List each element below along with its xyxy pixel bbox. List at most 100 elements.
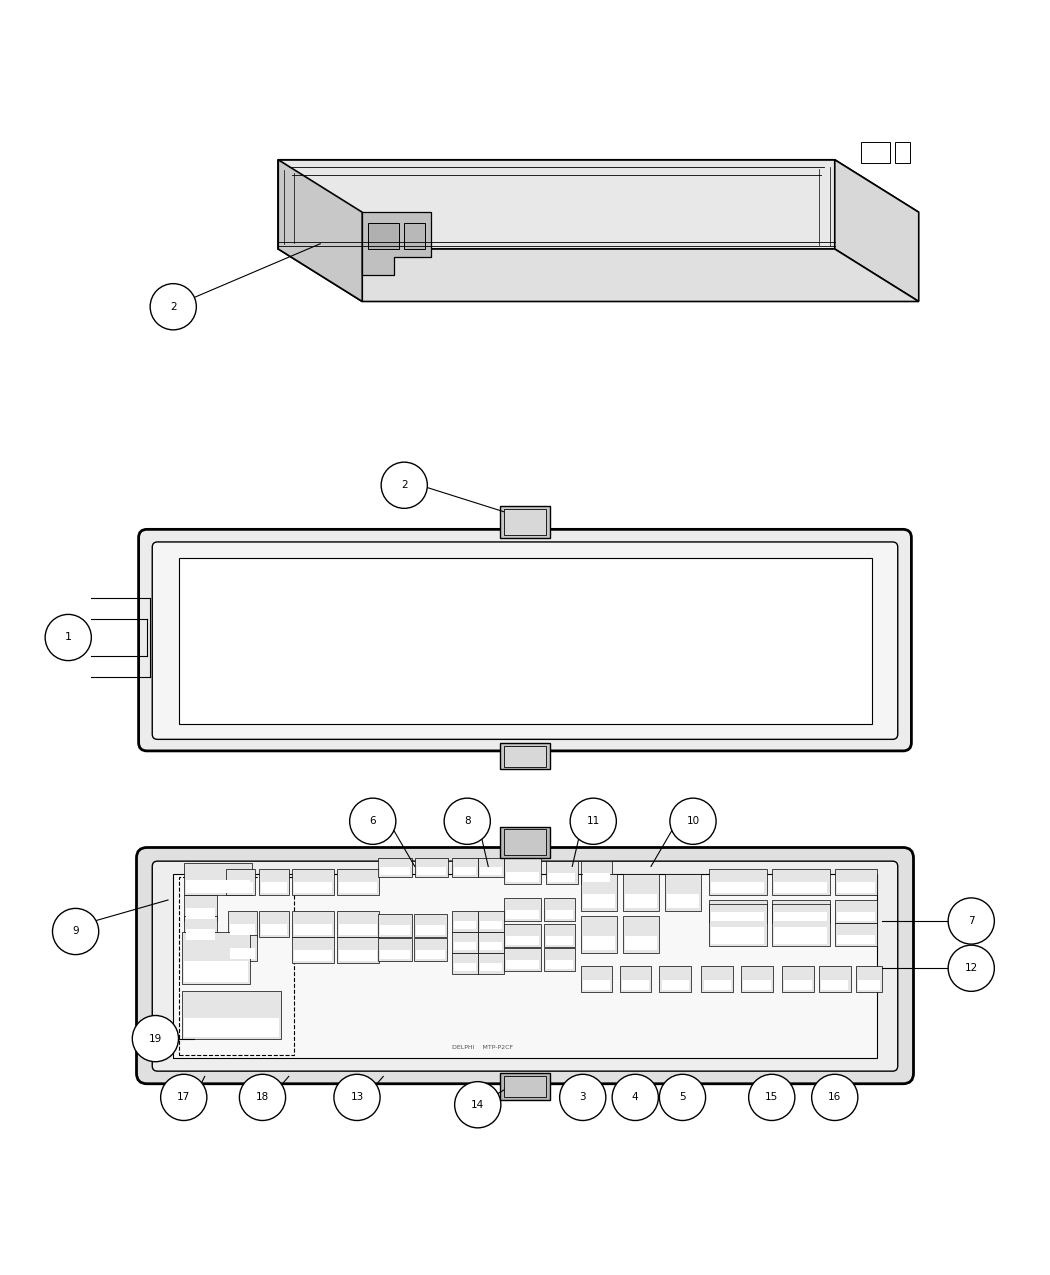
Text: 19: 19 [149, 1034, 162, 1044]
Bar [837, 882, 875, 892]
Bar [782, 966, 814, 992]
Circle shape [161, 1075, 207, 1121]
Circle shape [350, 798, 396, 844]
Bar [294, 882, 332, 892]
Circle shape [612, 1075, 658, 1121]
Bar [230, 924, 255, 935]
Bar [261, 924, 287, 935]
Bar [173, 873, 877, 1057]
Bar [368, 223, 399, 249]
Bar [378, 938, 412, 961]
Bar [506, 960, 539, 969]
Circle shape [239, 1075, 286, 1121]
Polygon shape [278, 159, 362, 301]
Bar [416, 950, 445, 959]
Bar [228, 882, 253, 892]
Circle shape [749, 1075, 795, 1121]
Bar [500, 826, 550, 858]
Circle shape [45, 615, 91, 660]
Polygon shape [278, 159, 835, 249]
Bar [480, 867, 502, 875]
Text: 10: 10 [687, 816, 699, 826]
Bar [454, 867, 476, 875]
Text: 2: 2 [401, 481, 407, 491]
Bar [623, 873, 659, 910]
Bar [895, 142, 910, 163]
Bar [856, 966, 882, 992]
Bar [701, 966, 733, 992]
FancyBboxPatch shape [152, 861, 898, 1071]
Bar [662, 979, 689, 991]
Bar [835, 923, 877, 946]
Bar [581, 861, 612, 885]
Bar [709, 868, 766, 895]
Text: 13: 13 [351, 1093, 363, 1103]
Bar [378, 914, 412, 937]
Bar [228, 935, 257, 961]
Text: 2: 2 [170, 302, 176, 312]
Bar [583, 936, 615, 950]
Bar [417, 867, 446, 875]
Bar [704, 979, 731, 991]
Polygon shape [278, 159, 919, 212]
Text: 3: 3 [580, 1093, 586, 1103]
Bar [186, 929, 215, 940]
Bar [581, 915, 617, 952]
Bar [478, 910, 504, 932]
Bar [620, 966, 651, 992]
Text: 17: 17 [177, 1093, 190, 1103]
Bar [774, 927, 827, 944]
Bar [339, 924, 377, 935]
Bar [292, 937, 334, 963]
Bar [452, 932, 478, 952]
Bar [819, 966, 850, 992]
Bar [500, 1074, 550, 1099]
Circle shape [132, 1015, 179, 1062]
Bar [504, 924, 541, 947]
Bar [337, 910, 379, 937]
Bar [337, 868, 379, 895]
Bar [380, 867, 410, 875]
Bar [230, 949, 255, 959]
Bar [339, 882, 377, 892]
Bar [772, 868, 830, 895]
Bar [665, 873, 701, 910]
Circle shape [150, 283, 196, 330]
Bar [415, 858, 448, 877]
Bar [416, 926, 445, 935]
Text: 16: 16 [828, 1093, 841, 1103]
Bar [861, 142, 890, 163]
Bar [454, 942, 476, 950]
Circle shape [570, 798, 616, 844]
Bar [835, 900, 877, 923]
Bar [581, 966, 612, 992]
Bar [581, 873, 617, 910]
Text: DELPHI    MTP-P2CF: DELPHI MTP-P2CF [453, 1046, 513, 1051]
Bar [228, 910, 257, 937]
Bar [709, 900, 766, 923]
Bar [667, 894, 699, 908]
Bar [774, 882, 827, 892]
Bar [186, 908, 215, 919]
Bar [504, 746, 546, 766]
Circle shape [381, 462, 427, 509]
Bar [294, 924, 332, 935]
Circle shape [659, 1075, 706, 1121]
Bar [480, 921, 502, 929]
Bar [184, 863, 252, 895]
Bar [546, 960, 573, 969]
Polygon shape [362, 212, 430, 275]
Bar [821, 979, 848, 991]
Bar [711, 912, 764, 921]
Bar [182, 992, 281, 1039]
Bar [774, 912, 827, 921]
Text: 18: 18 [256, 1093, 269, 1103]
Bar [478, 952, 504, 974]
Circle shape [812, 1075, 858, 1121]
Text: 5: 5 [679, 1093, 686, 1103]
Text: 11: 11 [587, 816, 600, 826]
Bar [480, 942, 502, 950]
Bar [178, 557, 871, 724]
Bar [837, 912, 875, 921]
Bar [504, 829, 546, 854]
